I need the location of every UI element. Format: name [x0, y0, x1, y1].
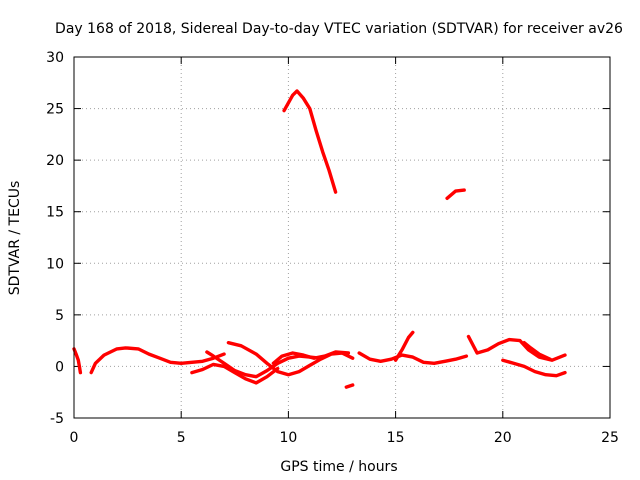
- y-tick-label: 20: [46, 153, 64, 169]
- x-tick-label: 10: [279, 430, 297, 446]
- data-series: [72, 89, 567, 389]
- grid-lines: [74, 57, 610, 418]
- y-axis-label: SDTVAR / TECUs: [7, 181, 23, 296]
- tick-labels: 0 5 10 15 20 25 -5 0 5 10 15 20 25 30: [46, 50, 619, 446]
- series-arc-13: [501, 358, 567, 378]
- x-axis-label: GPS time / hours: [280, 459, 397, 475]
- axis-ticks: [73, 56, 611, 419]
- x-tick-label: 25: [601, 430, 619, 446]
- series-arc-7: [282, 89, 338, 194]
- x-tick-label: 5: [177, 430, 186, 446]
- y-tick-label: 5: [55, 308, 64, 324]
- x-tick-label: 20: [494, 430, 512, 446]
- series-arc-1: [72, 347, 83, 375]
- x-tick-label: 15: [387, 430, 405, 446]
- plot-frame: [73, 56, 611, 419]
- series-arc-2: [89, 346, 226, 375]
- y-tick-label: 0: [55, 359, 64, 375]
- y-tick-label: 25: [46, 102, 64, 118]
- x-tick-label: 0: [70, 430, 79, 446]
- y-tick-label: 15: [46, 205, 64, 221]
- y-tick-label: -5: [50, 411, 64, 427]
- series-arc-9: [357, 351, 469, 365]
- series-arc-11: [445, 188, 466, 201]
- series-arc-14: [522, 341, 552, 361]
- y-tick-label: 30: [46, 50, 64, 66]
- series-arc-10: [393, 330, 415, 362]
- series-arc-12: [466, 334, 567, 362]
- y-tick-label: 10: [46, 256, 64, 272]
- chart-title: Day 168 of 2018, Sidereal Day-to-day VTE…: [55, 21, 623, 37]
- series-arc-6: [271, 350, 351, 365]
- series-arc-5: [190, 362, 280, 385]
- series-arc-8: [344, 383, 355, 389]
